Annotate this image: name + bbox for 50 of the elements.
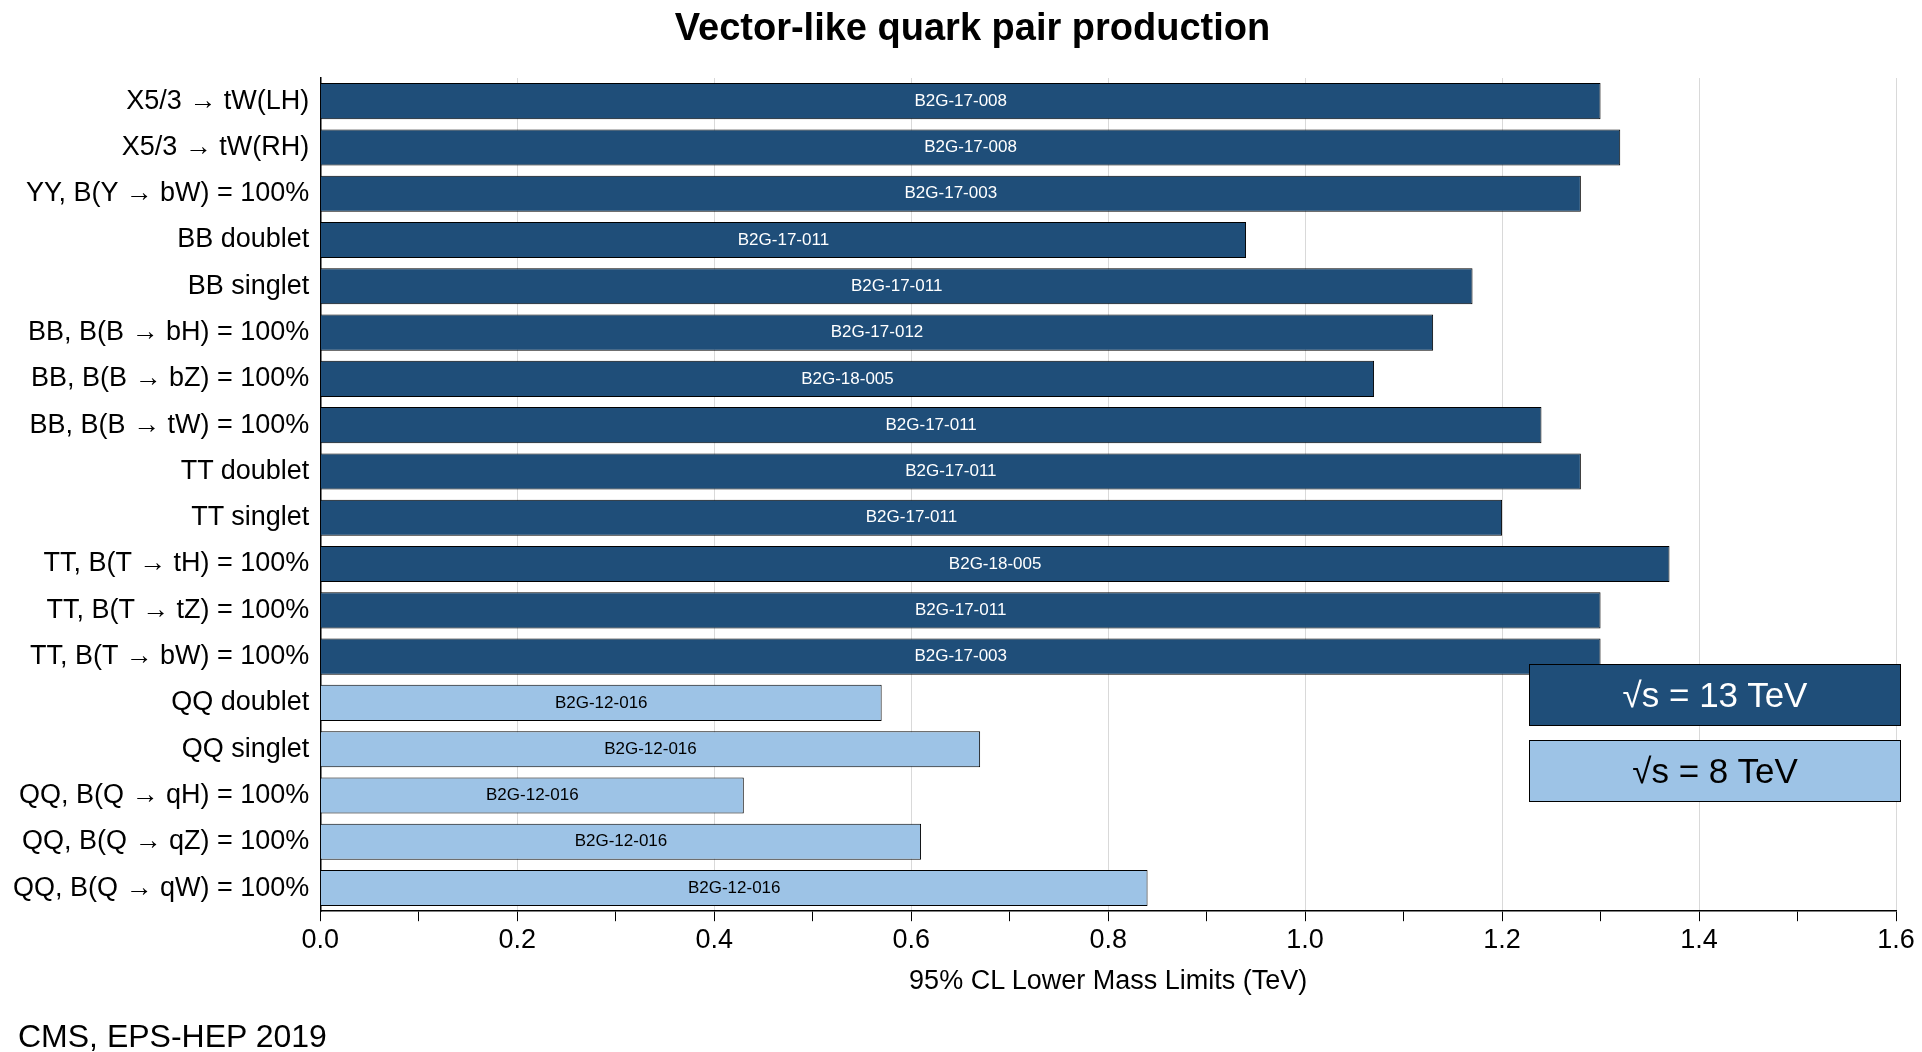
y-tick-label: TT doublet <box>180 454 310 485</box>
x-tick-label: 0.2 <box>498 923 537 954</box>
data-label: B2G-17-012 <box>830 322 924 342</box>
data-label: B2G-12-016 <box>604 738 697 758</box>
x-tick-label: 1.4 <box>1680 923 1718 954</box>
x-tick-label: 1.2 <box>1483 923 1521 954</box>
data-label: B2G-17-011 <box>915 600 1007 620</box>
chart-title: Vector-like quark pair production <box>673 6 1272 49</box>
data-label: B2G-18-005 <box>948 553 1042 573</box>
data-label: B2G-17-011 <box>865 507 958 527</box>
x-tick-label: 0.6 <box>892 923 930 954</box>
legend-box: √s = 8 TeV <box>1529 740 1901 803</box>
y-tick-label: X5/3 → tW(RH) <box>121 130 310 161</box>
data-label: B2G-17-008 <box>924 137 1017 157</box>
y-tick-label: QQ singlet <box>181 732 310 763</box>
y-tick-label: BB singlet <box>187 269 310 300</box>
y-tick-label: QQ, B(Q → qW) = 100% <box>13 871 310 902</box>
data-label: B2G-12-016 <box>554 692 648 712</box>
x-tick-label: 0.8 <box>1089 923 1127 954</box>
text: CMS, EPS-HEP 2019 <box>18 1018 327 1052</box>
y-tick-label: X5/3 → tW(LH) <box>126 84 310 115</box>
y-tick-label: TT, B(T → bW) = 100% <box>30 640 310 671</box>
y-tick-label: QQ, B(Q → qH) = 100% <box>18 778 310 809</box>
data-label: B2G-17-008 <box>914 90 1008 110</box>
data-label: B2G-17-011 <box>851 275 943 295</box>
data-label: B2G-17-011 <box>885 414 977 434</box>
y-tick-label: TT, B(T → tH) = 100% <box>43 547 310 578</box>
y-tick-label: BB, B(B → bZ) = 100% <box>30 362 310 393</box>
x-tick-label: 0.0 <box>301 923 340 954</box>
y-tick-label: TT, B(T → tZ) = 100% <box>46 593 310 624</box>
x-tick-label: 0.4 <box>695 923 734 954</box>
x-tick-label: 1.0 <box>1286 923 1324 954</box>
y-tick-label: BB doublet <box>177 223 310 254</box>
data-label: B2G-12-016 <box>574 831 668 851</box>
legend-box: √s = 13 TeV <box>1529 664 1901 727</box>
y-tick-label: YY, B(Y → bW) = 100% <box>25 177 310 208</box>
y-tick-label: BB, B(B → bH) = 100% <box>27 316 310 347</box>
data-label: B2G-17-003 <box>904 183 998 203</box>
data-label: B2G-18-005 <box>801 368 894 388</box>
data-label: B2G-12-016 <box>486 785 579 805</box>
x-tick-label: 1.6 <box>1877 923 1915 954</box>
y-tick-label: TT singlet <box>191 501 310 532</box>
x-axis-title: 95% CL Lower Mass Limits (TeV) <box>909 965 1308 996</box>
y-tick-label: QQ doublet <box>171 686 310 717</box>
data-label: B2G-12-016 <box>687 877 781 897</box>
data-label: B2G-17-011 <box>905 461 997 481</box>
y-tick-label: BB, B(B → tW) = 100% <box>29 408 310 439</box>
y-tick-label: QQ, B(Q → qZ) = 100% <box>21 825 310 856</box>
data-label: B2G-17-011 <box>737 229 830 249</box>
data-label: B2G-17-003 <box>914 646 1008 666</box>
